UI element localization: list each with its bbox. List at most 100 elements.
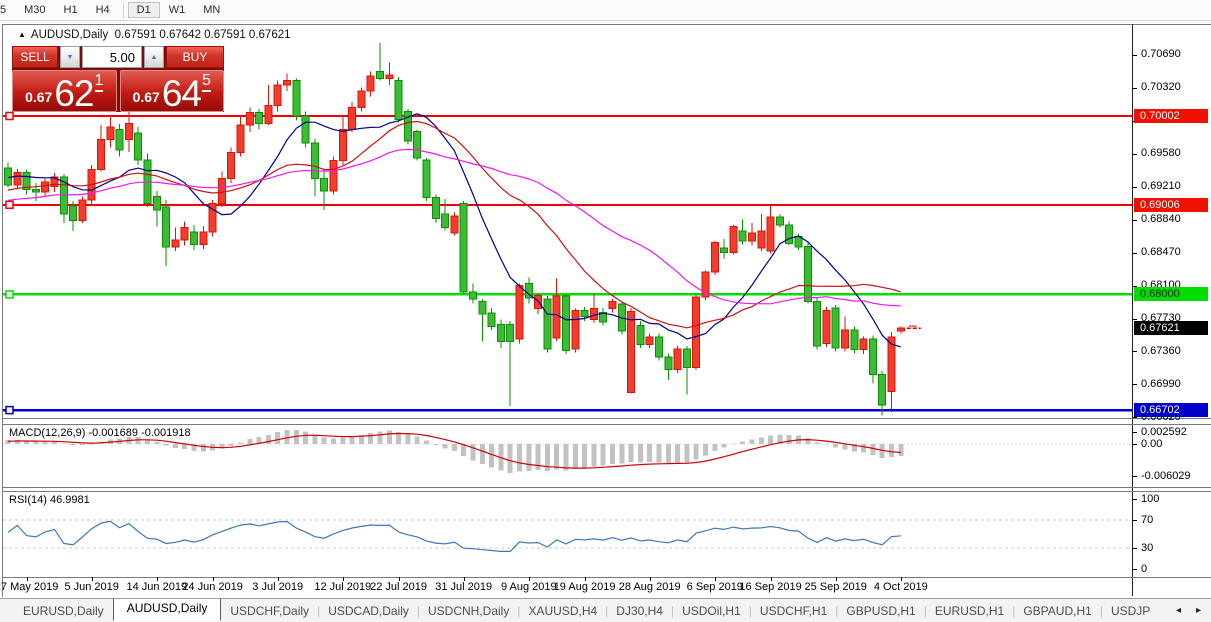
macd-histogram-bar xyxy=(424,440,429,444)
price-chart-canvas[interactable] xyxy=(3,25,1132,418)
macd-histogram-bar xyxy=(442,444,448,449)
candle xyxy=(636,321,645,348)
volume-input[interactable]: 5.00 xyxy=(82,46,142,68)
price-axis-label: 0.70320 xyxy=(1141,81,1181,94)
chart-tab-eurusd-daily[interactable]: EURUSD,Daily xyxy=(23,603,104,618)
macd-histogram-bar xyxy=(619,444,625,464)
timeframe-button-w1[interactable]: W1 xyxy=(168,4,186,16)
macd-histogram-bar xyxy=(777,434,783,444)
splitter-chart-macd-lower[interactable] xyxy=(2,424,1211,425)
timeframe-button-h4[interactable]: H4 xyxy=(95,4,110,16)
line-drag-handle[interactable] xyxy=(5,405,14,415)
macd-histogram-bar xyxy=(461,444,467,457)
macd-histogram-bar xyxy=(712,444,718,451)
candle xyxy=(78,196,87,224)
price-axis[interactable]: 0.706900.703200.699500.695800.692100.688… xyxy=(1133,0,1211,622)
candle xyxy=(134,126,143,166)
trade-panel-controls: SELL ▼ 5.00 ▲ BUY xyxy=(12,46,224,68)
macd-panel-canvas[interactable] xyxy=(3,425,1132,487)
price-axis-tick xyxy=(1133,318,1137,320)
splitter-macd-rsi[interactable] xyxy=(2,487,1211,488)
one-click-trade-panel: SELL ▼ 5.00 ▲ BUY 0.67 62 1 0.67 64 5 xyxy=(12,46,224,112)
date-axis-label: 5 Jun 2019 xyxy=(64,581,119,593)
tab-separator: | xyxy=(835,603,839,618)
candle xyxy=(785,221,794,246)
date-axis-label: 9 Aug 2019 xyxy=(500,581,557,593)
one-click-collapse-icon[interactable]: ▲ xyxy=(18,30,26,39)
candle xyxy=(478,298,487,342)
volume-decrease-button[interactable]: ▼ xyxy=(60,46,80,68)
date-axis-label: 6 Sep 2019 xyxy=(686,581,743,593)
candle xyxy=(562,294,570,355)
candle xyxy=(338,116,347,166)
chart-tab-usdjp[interactable]: USDJP xyxy=(1110,603,1151,618)
candle xyxy=(506,321,515,406)
candle xyxy=(13,168,22,190)
rsi-axis-tick xyxy=(1133,520,1137,521)
macd-histogram-bar xyxy=(24,440,30,444)
macd-histogram-bar xyxy=(358,434,364,444)
chart-tab-xauusd-h4[interactable]: XAUUSD,H4 xyxy=(528,603,598,618)
chart-tab-usdchf-daily[interactable]: USDCHF,Daily xyxy=(230,603,310,618)
timeframe-button-h1[interactable]: H1 xyxy=(63,4,78,16)
chart-tab-usdoil-h1[interactable]: USDOil,H1 xyxy=(682,603,741,618)
price-axis-tick xyxy=(1133,186,1137,188)
sell-quote-box[interactable]: 0.67 62 1 xyxy=(12,70,117,112)
chart-tab-eurusd-h1[interactable]: EURUSD,H1 xyxy=(934,603,1005,618)
chart-tab-usdcad-daily[interactable]: USDCAD,Daily xyxy=(328,603,409,618)
macd-histogram-bar xyxy=(293,430,299,444)
macd-histogram-bar xyxy=(61,443,67,444)
splitter-chart-macd[interactable] xyxy=(2,418,1211,419)
tab-separator: | xyxy=(416,603,420,618)
timeframe-button-5[interactable]: 5 xyxy=(0,4,7,16)
tab-scroll-right-icon[interactable]: ▸ xyxy=(1195,605,1201,616)
chart-tab-gbpaud-h1[interactable]: GBPAUD,H1 xyxy=(1023,603,1092,618)
chart-tab-usdchf-h1[interactable]: USDCHF,H1 xyxy=(759,603,828,618)
candle xyxy=(366,71,375,97)
macd-histogram-bar xyxy=(145,439,150,444)
date-axis-tick xyxy=(26,577,28,581)
buy-price-big: 64 xyxy=(161,72,202,114)
candle xyxy=(180,221,189,246)
chart-tab-usdcnh-daily[interactable]: USDCNH,Daily xyxy=(428,603,510,618)
candle xyxy=(766,206,775,254)
price-axis-tick xyxy=(1133,54,1137,56)
chart-tab-audusd-daily[interactable]: AUDUSD,Daily xyxy=(112,599,222,621)
date-axis-tick xyxy=(770,577,772,581)
candle xyxy=(255,109,264,130)
macd-histogram-bar xyxy=(517,444,522,472)
candle xyxy=(115,124,124,157)
macd-histogram-bar xyxy=(526,444,532,471)
moving-average-line xyxy=(7,148,901,307)
rsi-panel-canvas[interactable] xyxy=(3,493,1132,577)
macd-histogram-bar xyxy=(610,444,615,464)
candle xyxy=(41,178,50,197)
price-axis-label: 0.67730 xyxy=(1141,312,1181,324)
timeframe-button-d1[interactable]: D1 xyxy=(127,2,160,18)
volume-increase-button[interactable]: ▲ xyxy=(144,46,164,68)
sell-price-prefix: 0.67 xyxy=(25,89,53,105)
sell-button[interactable]: SELL xyxy=(12,46,58,68)
price-axis-label: 0.69210 xyxy=(1141,180,1181,193)
macd-axis-label: 0.002592 xyxy=(1141,426,1187,438)
macd-histogram-bar xyxy=(870,444,876,455)
line-drag-handle[interactable] xyxy=(5,200,14,210)
candle xyxy=(813,298,822,350)
line-drag-handle[interactable] xyxy=(5,111,14,121)
chart-tab-dj30-h4[interactable]: DJ30,H4 xyxy=(616,603,663,618)
candle xyxy=(236,116,245,157)
price-axis-label: 0.69580 xyxy=(1141,147,1181,160)
moving-average-line xyxy=(7,113,901,348)
buy-quote-box[interactable]: 0.67 64 5 xyxy=(119,70,224,114)
timeframe-button-mn[interactable]: MN xyxy=(203,4,221,16)
timeframe-button-m30[interactable]: M30 xyxy=(24,4,46,16)
tab-scroll-left-icon[interactable]: ◂ xyxy=(1175,605,1181,616)
chart-top-border xyxy=(2,24,1211,25)
candle xyxy=(608,298,617,313)
line-drag-handle[interactable] xyxy=(5,290,14,299)
splitter-macd-rsi-lower[interactable] xyxy=(2,491,1211,492)
buy-button[interactable]: BUY xyxy=(166,46,224,68)
macd-histogram-bar xyxy=(331,438,336,444)
chart-tab-gbpusd-h1[interactable]: GBPUSD,H1 xyxy=(846,603,916,618)
